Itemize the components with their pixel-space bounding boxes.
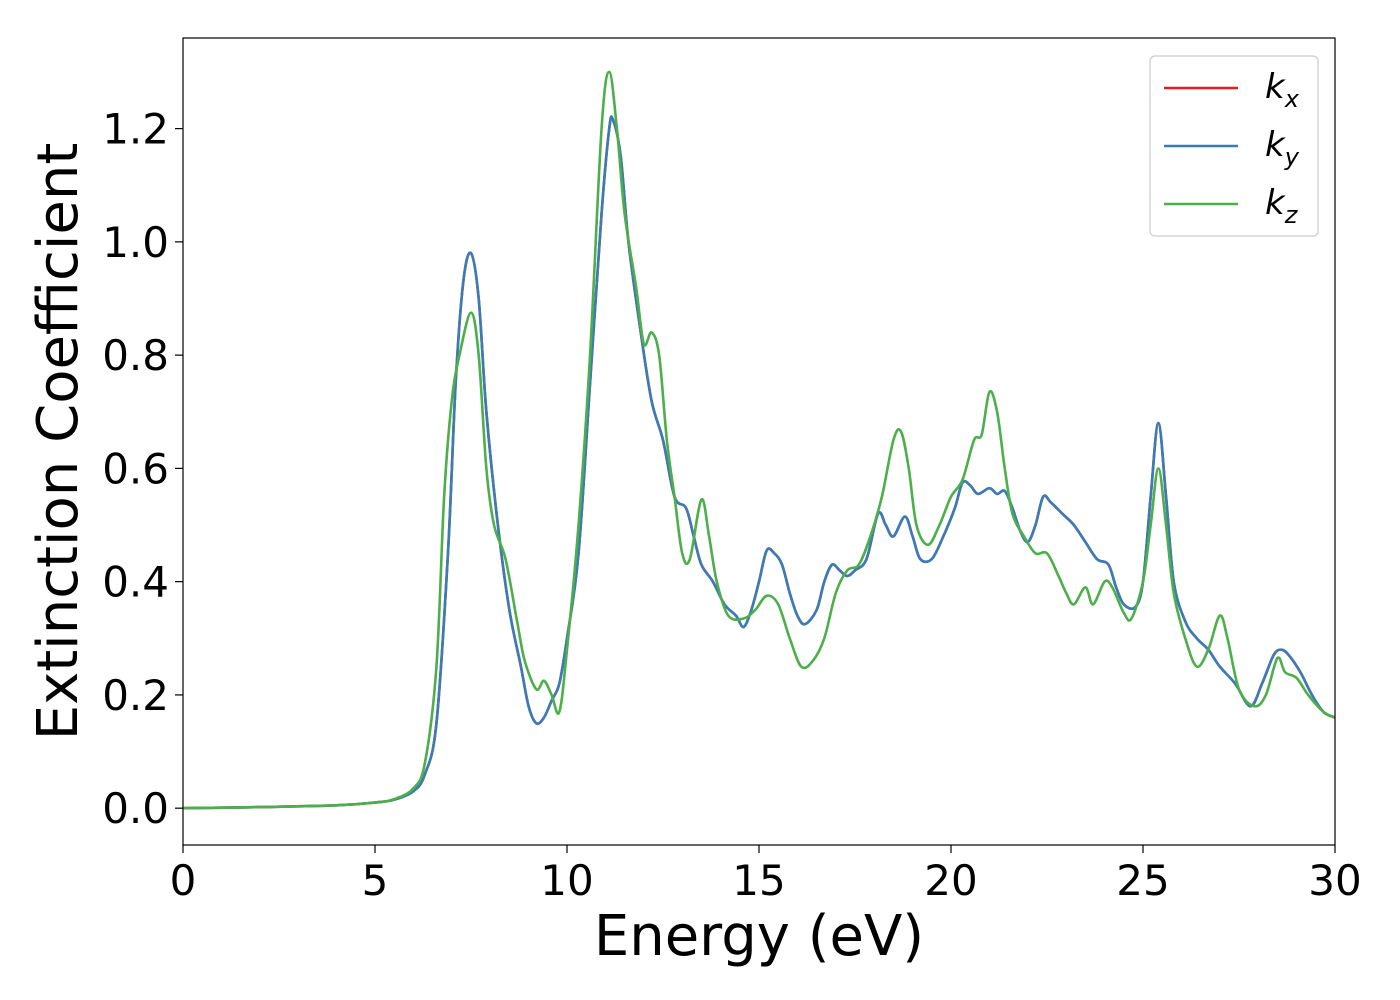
y-tick-label: 1.0 <box>102 218 169 267</box>
y-tick-label: 0.8 <box>102 331 169 380</box>
y-tick-label: 1.2 <box>102 105 169 154</box>
y-axis-ticks: 0.0 0.2 0.4 0.6 0.8 1.0 1.2 <box>102 105 183 833</box>
x-tick-label: 15 <box>732 856 785 905</box>
plot-area <box>183 38 1335 845</box>
series-layer <box>182 70 1336 810</box>
legend-label-kz: kz <box>1265 183 1299 229</box>
y-tick-label: 0.6 <box>102 444 169 493</box>
legend-label-base: k <box>1265 183 1286 223</box>
x-tick-label: 10 <box>540 856 593 905</box>
legend-label-subscript: y <box>1284 143 1300 171</box>
x-tick-label: 5 <box>362 856 389 905</box>
x-axis-label: Energy (eV) <box>594 904 924 969</box>
legend-label-subscript: z <box>1284 201 1299 229</box>
legend-label-base: k <box>1265 125 1286 165</box>
y-tick-label: 0.2 <box>102 671 169 720</box>
legend-label-kx: kx <box>1265 67 1300 113</box>
legend-label-base: k <box>1265 67 1286 107</box>
series-line-k-z <box>182 70 1336 810</box>
x-tick-label: 25 <box>1116 856 1169 905</box>
series-line-k-y <box>182 115 1336 810</box>
x-tick-label: 20 <box>924 856 977 905</box>
x-tick-label: 30 <box>1308 856 1361 905</box>
y-axis-label: Extinction Coefficient <box>26 143 91 741</box>
plot-frame <box>182 37 1336 846</box>
y-tick-label: 0.4 <box>102 558 169 607</box>
x-axis-ticks: 0 5 10 15 20 25 30 <box>170 845 1362 905</box>
x-tick-label: 0 <box>170 856 197 905</box>
legend-label-subscript: x <box>1284 85 1300 113</box>
legend-label-ky: ky <box>1265 125 1300 171</box>
y-tick-label: 0.0 <box>102 784 169 833</box>
